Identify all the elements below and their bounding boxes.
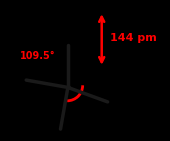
Text: 109.5°: 109.5° (20, 51, 56, 61)
Text: 144 pm: 144 pm (110, 33, 157, 43)
